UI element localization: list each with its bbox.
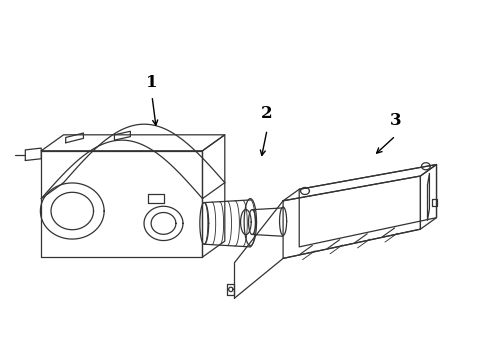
- Text: 1: 1: [146, 74, 158, 91]
- Text: 2: 2: [261, 105, 273, 122]
- Text: 3: 3: [390, 112, 401, 129]
